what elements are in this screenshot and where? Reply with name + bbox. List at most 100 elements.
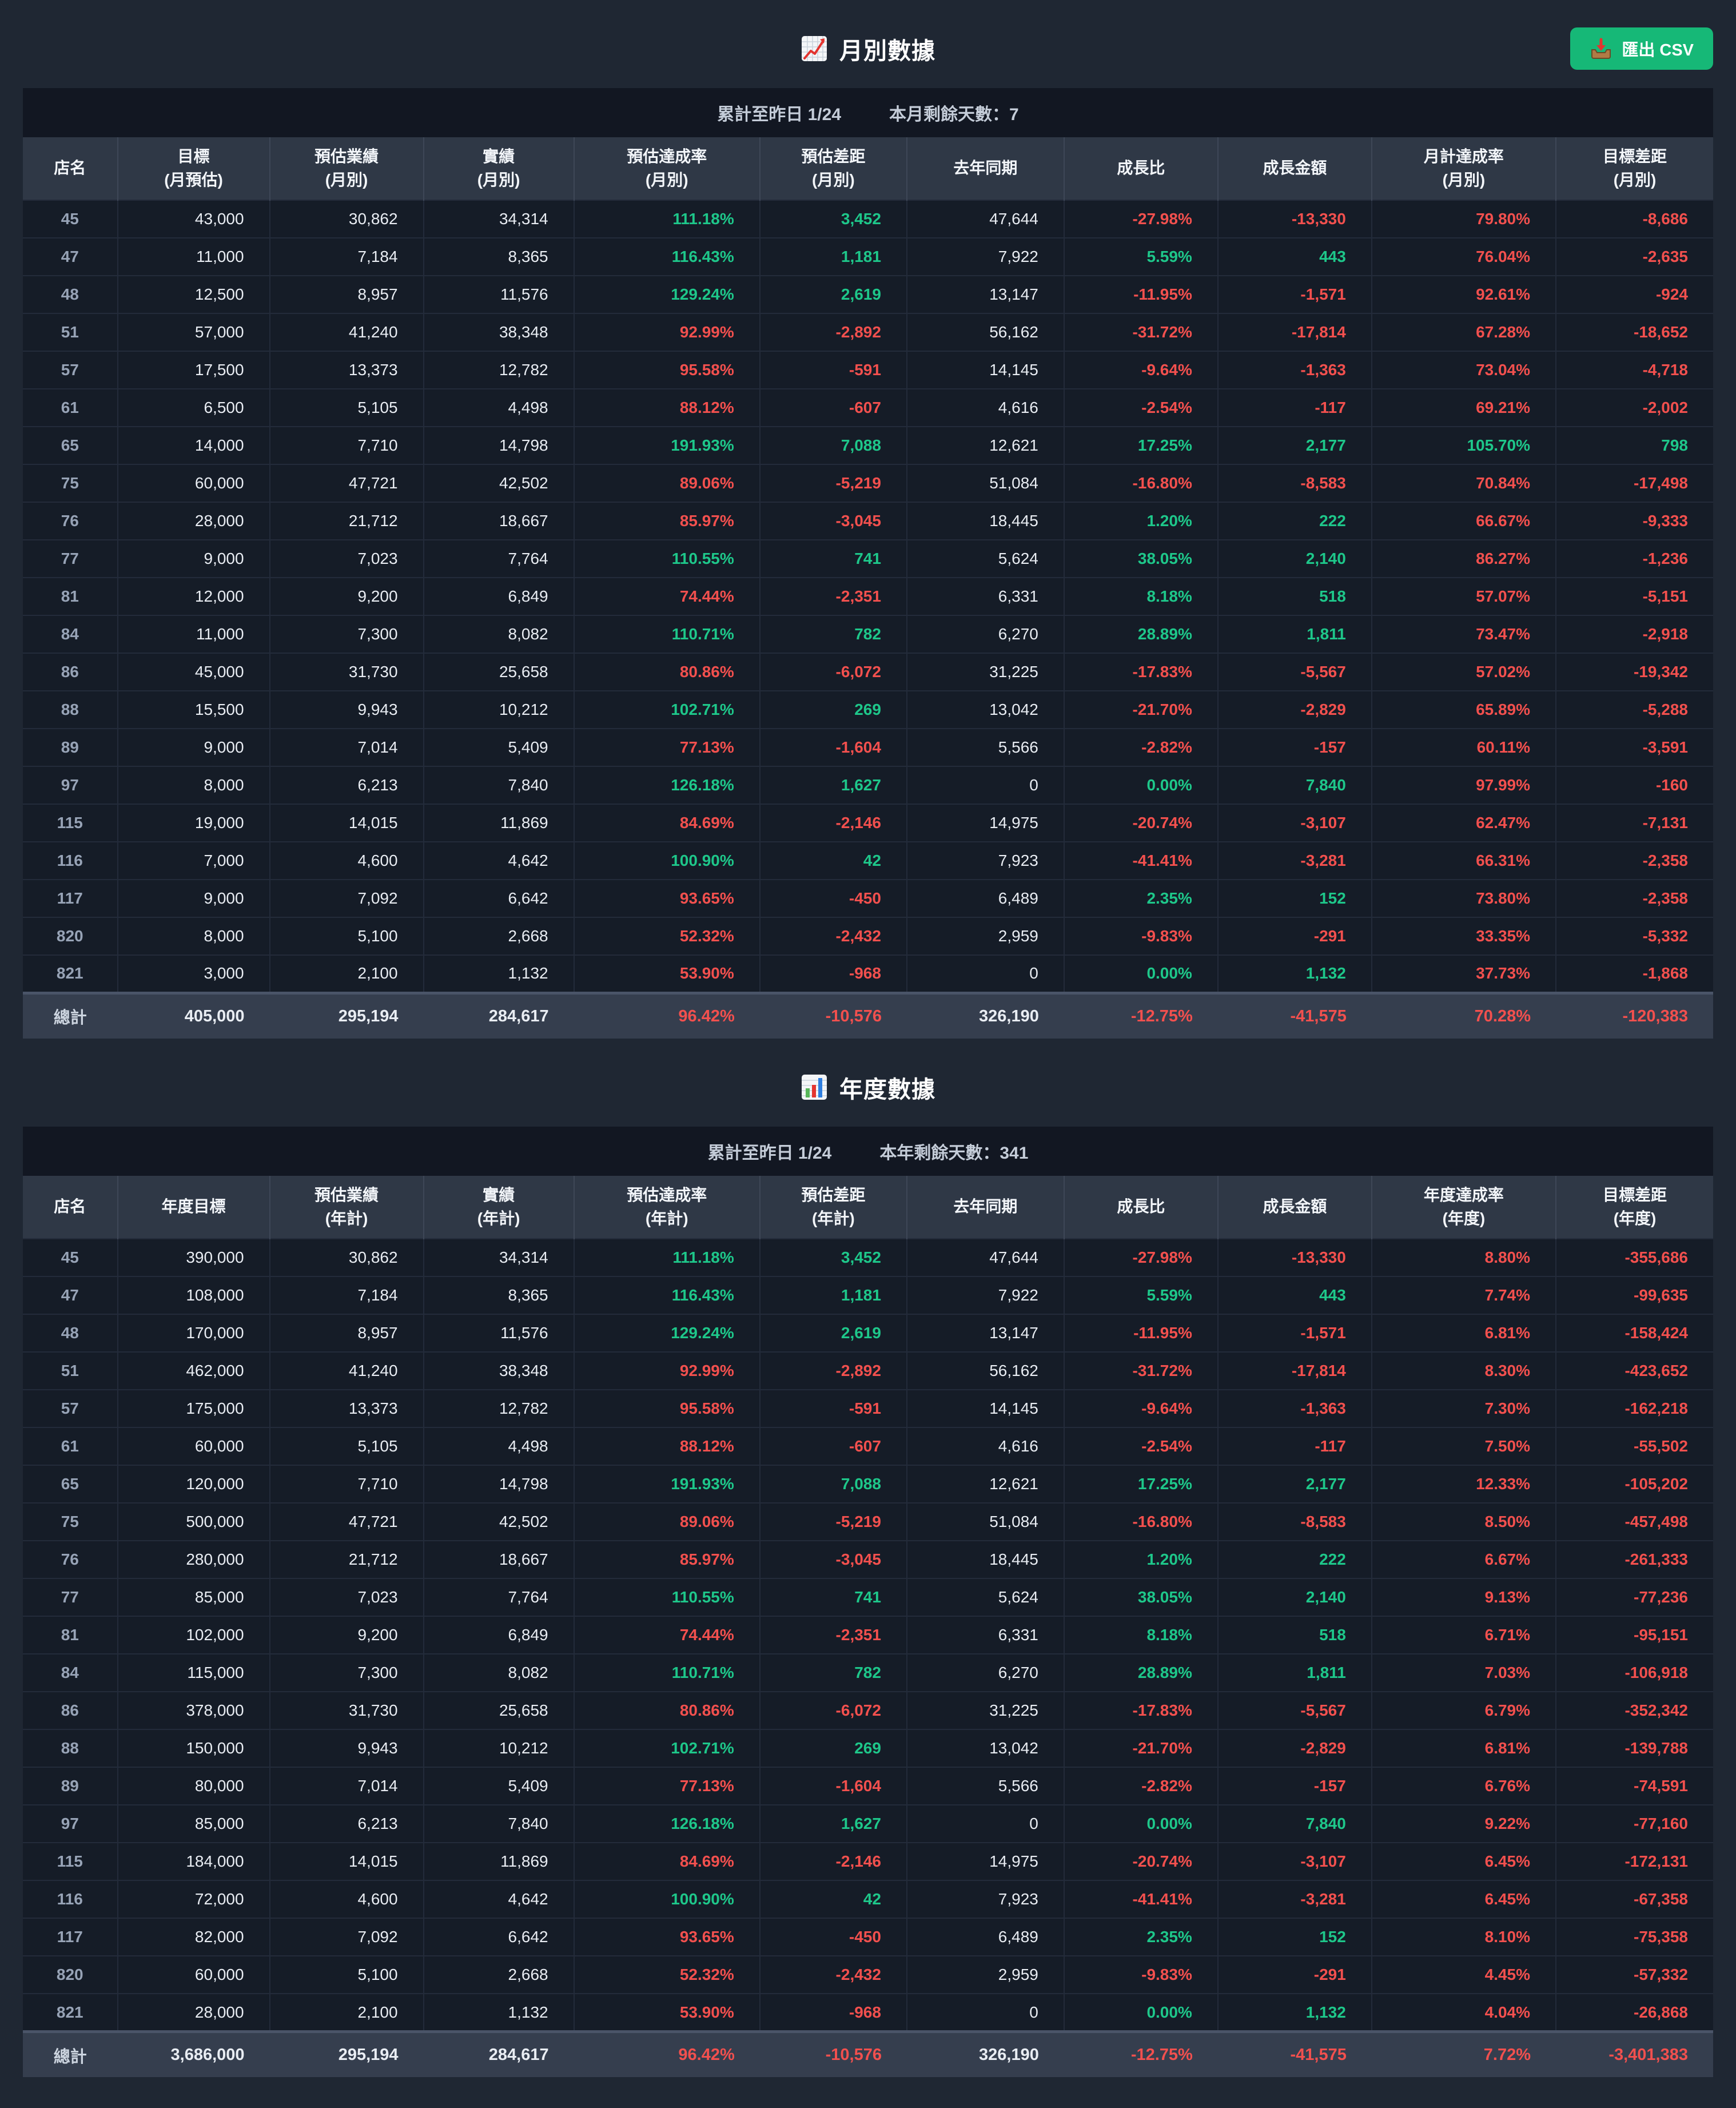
total-value: -10,576 <box>759 2030 907 2078</box>
table-row: 65 14,000 7,710 14,798 191.93% 7,088 12,621 17.… <box>23 426 1713 465</box>
cell-value: 0.00% <box>1063 766 1218 805</box>
cell-store-name: 84 <box>23 1653 118 1692</box>
cell-value: -11.95% <box>1063 1314 1218 1353</box>
cell-value: 6,489 <box>906 1918 1064 1956</box>
cell-value: 69.21% <box>1371 388 1556 427</box>
cell-store-name: 86 <box>23 1691 118 1730</box>
cell-value: -450 <box>759 1918 907 1956</box>
cell-value: 14,975 <box>906 1842 1064 1881</box>
cell-value: -2,146 <box>759 804 907 842</box>
cell-value: -16.80% <box>1063 1502 1218 1541</box>
cell-value: 1,627 <box>759 766 907 805</box>
cell-value: 105.70% <box>1371 426 1556 465</box>
cell-value: 31,730 <box>269 653 424 691</box>
cell-value: 7,014 <box>269 1767 424 1805</box>
cell-value: 6.45% <box>1371 1880 1556 1919</box>
cell-value: 80.86% <box>573 1691 760 1730</box>
export-csv-button[interactable]: 匯出 CSV <box>1570 27 1713 70</box>
cell-value: 14,015 <box>269 1842 424 1881</box>
cell-value: 97.99% <box>1371 766 1556 805</box>
cell-value: 7,300 <box>269 1653 424 1692</box>
column-header: 成長比 <box>1063 1176 1218 1239</box>
yearly-table: 店名 年度目標 預估業績 (年計) 實績 (年計) 預估達成率 (年計) 預估差距 (年計) 去年同… <box>23 1176 1713 2078</box>
cell-value: -67,358 <box>1555 1880 1713 1919</box>
table-row: 117 82,000 7,092 6,642 93.65% -450 6,489 2.35% 1… <box>23 1918 1713 1956</box>
cell-store-name: 77 <box>23 1578 118 1617</box>
cell-value: -18,652 <box>1555 313 1713 352</box>
cell-value: 38,348 <box>423 313 574 352</box>
cell-value: -1,363 <box>1217 1389 1372 1428</box>
table-row: 821 28,000 2,100 1,132 53.90% -968 0 0.00% 1,132… <box>23 1993 1713 2032</box>
cell-value: 5.59% <box>1063 1276 1218 1315</box>
cell-value: 17,500 <box>117 351 270 389</box>
cell-store-name: 75 <box>23 464 118 503</box>
monthly-title: 月別數據 <box>801 31 935 66</box>
cell-value: 126.18% <box>573 1804 760 1843</box>
cell-value: 4,642 <box>423 1880 574 1919</box>
monthly-subtitle-bar: 累計至昨日 1/24 本月剩餘天數：7 <box>23 88 1713 137</box>
cell-value: 6,331 <box>906 577 1064 616</box>
cell-value: 150,000 <box>117 1729 270 1768</box>
column-header: 成長金額 <box>1217 137 1372 201</box>
cell-value: 57,000 <box>117 313 270 352</box>
cell-value: 782 <box>759 615 907 654</box>
cell-value: -3,281 <box>1217 841 1372 880</box>
cell-store-name: 117 <box>23 879 118 918</box>
cell-value: 6.76% <box>1371 1767 1556 1805</box>
cell-value: 85.97% <box>573 1540 760 1579</box>
cell-value: 7,000 <box>117 841 270 880</box>
cell-value: -139,788 <box>1555 1729 1713 1768</box>
cell-value: 2,668 <box>423 1955 574 1994</box>
table-row: 821 3,000 2,100 1,132 53.90% -968 0 0.00% 1,132 3… <box>23 954 1713 993</box>
cell-value: 4,616 <box>906 388 1064 427</box>
cell-value: 129.24% <box>573 1314 760 1353</box>
total-value: 405,000 <box>117 991 270 1039</box>
cell-value: 9,943 <box>269 690 424 729</box>
yearly-section: 年度數據 累計至昨日 1/24 本年剩餘天數：341 店名 年度目標 預估業績 (年計… <box>0 1063 1736 2078</box>
cell-value: 73.80% <box>1371 879 1556 918</box>
cell-store-name: 84 <box>23 615 118 654</box>
cell-value: -17.83% <box>1063 653 1218 691</box>
cell-value: -7,131 <box>1555 804 1713 842</box>
cell-value: 500,000 <box>117 1502 270 1541</box>
yearly-days-remaining: 本年剩餘天數：341 <box>879 1144 1029 1163</box>
cell-value: 13,147 <box>906 1314 1064 1353</box>
cell-value: -27.98% <box>1063 200 1218 238</box>
cell-value: 12,621 <box>906 1465 1064 1504</box>
cell-value: 9,943 <box>269 1729 424 1768</box>
total-value: -41,575 <box>1217 991 1372 1039</box>
cell-store-name: 57 <box>23 1389 118 1428</box>
cell-value: 3,000 <box>117 954 270 993</box>
table-row: 84 115,000 7,300 8,082 110.71% 782 6,270 28.89%… <box>23 1653 1713 1692</box>
column-header: 預估業績 (年計) <box>269 1176 424 1239</box>
monthly-days-remaining: 本月剩餘天數：7 <box>889 105 1019 124</box>
cell-value: 60,000 <box>117 1427 270 1466</box>
cell-value: 170,000 <box>117 1314 270 1353</box>
cell-value: -117 <box>1217 388 1372 427</box>
cell-value: 92.99% <box>573 1351 760 1390</box>
cell-value: 108,000 <box>117 1276 270 1315</box>
yearly-cumulative-date: 累計至昨日 1/24 <box>707 1144 832 1163</box>
cell-value: 18,667 <box>423 502 574 540</box>
cell-value: 184,000 <box>117 1842 270 1881</box>
cell-value: -450 <box>759 879 907 918</box>
cell-store-name: 81 <box>23 1616 118 1654</box>
cell-value: 6.79% <box>1371 1691 1556 1730</box>
cell-value: -162,218 <box>1555 1389 1713 1428</box>
cell-value: 42 <box>759 1880 907 1919</box>
total-value: -3,401,383 <box>1556 2030 1713 2078</box>
cell-value: 14,145 <box>906 351 1064 389</box>
yearly-subtitle-bar: 累計至昨日 1/24 本年剩餘天數：341 <box>23 1127 1713 1176</box>
cell-value: 7,184 <box>269 237 424 276</box>
cell-value: -2,002 <box>1555 388 1713 427</box>
total-value: 284,617 <box>423 991 574 1039</box>
cell-value: 269 <box>759 690 907 729</box>
cell-value: 53.90% <box>573 954 760 993</box>
cell-value: 42 <box>759 841 907 880</box>
cell-value: -13,330 <box>1217 200 1372 238</box>
cell-value: 111.18% <box>573 1238 760 1277</box>
yearly-card: 累計至昨日 1/24 本年剩餘天數：341 店名 年度目標 預估業績 (年計) 實績 (年… <box>23 1127 1713 2078</box>
cell-store-name: 57 <box>23 351 118 389</box>
cell-value: 5,100 <box>269 917 424 956</box>
cell-value: 12,782 <box>423 351 574 389</box>
